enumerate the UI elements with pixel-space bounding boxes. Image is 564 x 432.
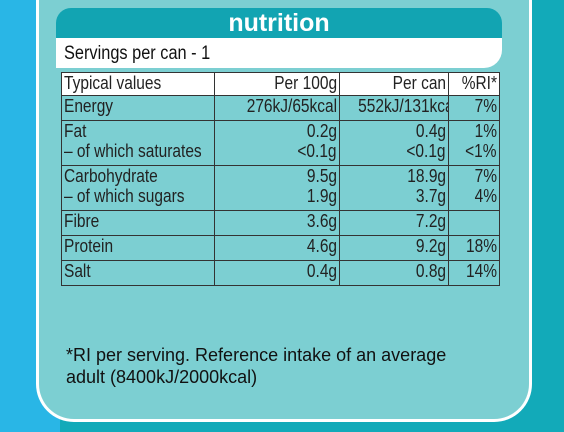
value-ri: 18%: [448, 235, 500, 261]
value-per-can: 0.8g: [339, 260, 449, 286]
value-per-100g: 9.5g 1.9g: [214, 165, 340, 211]
column-header-per-100g: Per 100g: [214, 72, 340, 96]
value-per-can: 9.2g: [339, 235, 449, 261]
nutrient-name: Carbohydrate – of which sugars: [61, 165, 215, 211]
value-per-100g: 4.6g: [214, 235, 340, 261]
table-header-row: Typical values Per 100g Per can %RI*: [61, 72, 500, 96]
nutrition-table: Typical values Per 100g Per can %RI* Ene…: [61, 72, 500, 286]
value-ri: 7%: [448, 95, 500, 121]
value-per-100g: 0.4g: [214, 260, 340, 286]
value-ri: 7% 4%: [448, 165, 500, 211]
nutrient-name: Salt: [61, 260, 215, 286]
column-header-per-can: Per can: [339, 72, 449, 96]
value-per-can: 0.4g <0.1g: [339, 120, 449, 166]
value-per-can: 18.9g 3.7g: [339, 165, 449, 211]
nutrient-name: Energy: [61, 95, 215, 121]
servings-panel: [56, 38, 502, 68]
value-per-100g: 3.6g: [214, 210, 340, 236]
table-row: Salt 0.4g 0.8g 14%: [61, 260, 500, 286]
value-per-can: 7.2g: [339, 210, 449, 236]
nutrient-name: Fat – of which saturates: [61, 120, 215, 166]
value-ri: [448, 210, 500, 236]
value-ri: 14%: [448, 260, 500, 286]
nutrient-name: Fibre: [61, 210, 215, 236]
column-header-typical-values: Typical values: [61, 72, 215, 96]
footnote: *RI per serving. Reference intake of an …: [66, 345, 447, 387]
servings-text: Servings per can - 1: [64, 43, 211, 64]
nutrition-title: nutrition: [56, 8, 502, 38]
value-per-100g: 276kJ/65kcal: [214, 95, 340, 121]
table-row: Energy 276kJ/65kcal 552kJ/131kcal 7%: [61, 95, 500, 121]
value-per-can: 552kJ/131kcal: [339, 95, 449, 121]
value-ri: 1% <1%: [448, 120, 500, 166]
table-row: Fibre 3.6g 7.2g: [61, 210, 500, 236]
table-row: Carbohydrate – of which sugars 9.5g 1.9g 1…: [61, 165, 500, 211]
column-header-ri: %RI*: [448, 72, 500, 96]
table-row: Fat – of which saturates 0.2g <0.1g 0.4g <0…: [61, 120, 500, 166]
nutrient-name: Protein: [61, 235, 215, 261]
table-row: Protein 4.6g 9.2g 18%: [61, 235, 500, 261]
value-per-100g: 0.2g <0.1g: [214, 120, 340, 166]
